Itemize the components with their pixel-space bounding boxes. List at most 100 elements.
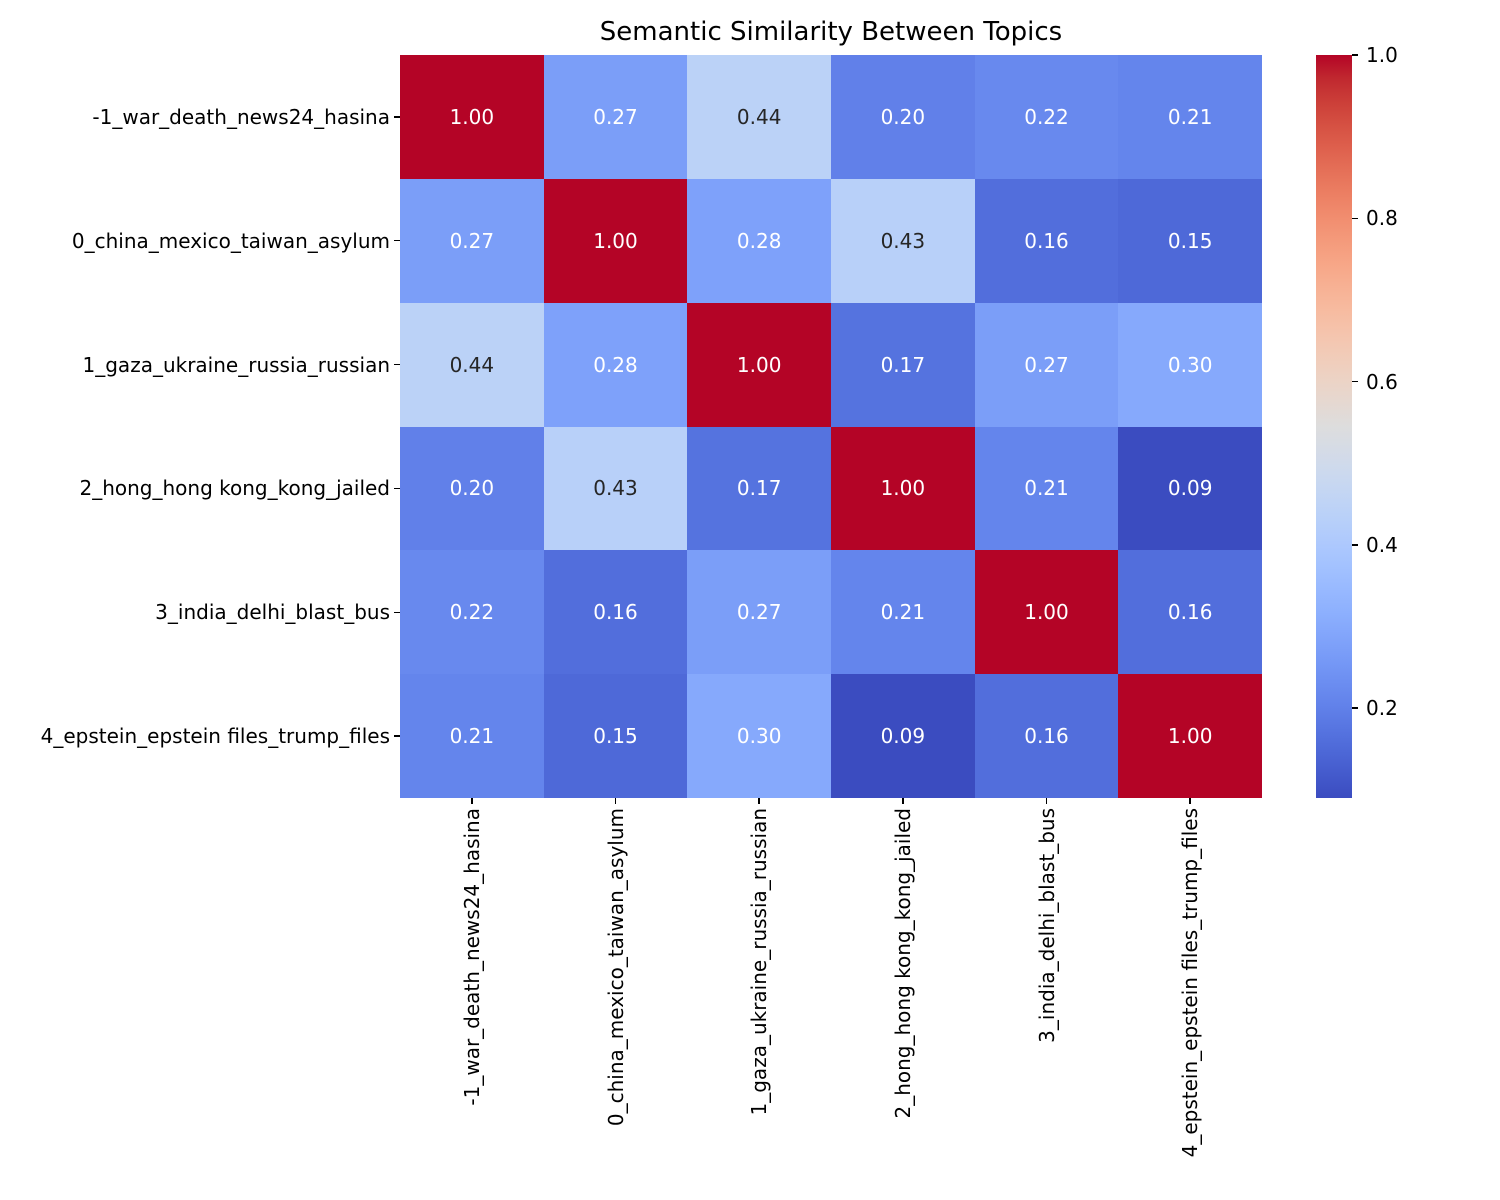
- x-tick-mark: [614, 798, 617, 804]
- heatmap-cell: 0.28: [543, 302, 688, 427]
- cell-value: 0.30: [736, 724, 782, 749]
- cell-value: 0.16: [1167, 600, 1213, 625]
- colorbar-tick-mark: [1352, 544, 1358, 546]
- heatmap-cell: 0.16: [1118, 550, 1262, 675]
- heatmap-cell: 0.27: [400, 178, 544, 303]
- heatmap-cell: 1.00: [1118, 674, 1262, 798]
- heatmap-cell: 1.00: [974, 550, 1119, 675]
- heatmap-cell: 0.28: [687, 178, 831, 303]
- x-tick-label: 3_india_delhi_blast_bus: [1034, 808, 1059, 1043]
- cell-value: 0.27: [593, 104, 638, 129]
- x-tick-mark: [902, 798, 904, 804]
- y-tick-mark: [394, 735, 400, 737]
- heatmap-cell: 0.22: [974, 55, 1119, 179]
- cell-value: 0.09: [880, 724, 926, 749]
- colorbar-tick-mark: [1352, 707, 1358, 709]
- cell-value: 0.30: [1167, 352, 1213, 377]
- colorbar-tick-label: 0.8: [1366, 206, 1398, 231]
- cell-value: 0.43: [880, 228, 926, 253]
- cell-value: 0.15: [1167, 228, 1213, 253]
- heatmap-cell: 0.27: [543, 55, 688, 179]
- cell-value: 0.21: [1024, 476, 1069, 501]
- chart-title: Semantic Similarity Between Topics: [599, 17, 1063, 47]
- heatmap-cell: 0.43: [831, 178, 975, 303]
- heatmap-cell: 0.15: [543, 674, 688, 798]
- cell-value: 0.27: [736, 600, 782, 625]
- cell-value: 0.20: [449, 476, 495, 501]
- cell-value: 0.22: [449, 600, 495, 625]
- y-tick-label: 1_gaza_ukraine_russia_russian: [82, 352, 390, 377]
- cell-value: 0.21: [1167, 104, 1213, 129]
- x-tick-mark: [1045, 798, 1048, 804]
- y-tick-mark: [394, 611, 400, 613]
- colorbar-tick-label: 0.4: [1366, 532, 1398, 557]
- heatmap-cell: 0.16: [974, 674, 1119, 798]
- cell-value: 0.22: [1024, 104, 1069, 129]
- heatmap-cell: 0.17: [831, 302, 975, 427]
- y-tick-mark: [394, 363, 400, 366]
- colorbar: [1316, 55, 1352, 798]
- heatmap-cell: 1.00: [687, 302, 831, 427]
- heatmap-cell: 0.16: [974, 178, 1119, 303]
- heatmap-cell: 0.22: [400, 550, 544, 675]
- colorbar-tick-label: 0.6: [1366, 369, 1398, 394]
- cell-value: 0.20: [880, 104, 926, 129]
- cell-value: 1.00: [1024, 600, 1069, 625]
- colorbar-tick-mark: [1352, 54, 1358, 56]
- cell-value: 0.17: [880, 352, 926, 377]
- y-tick-label: 3_india_delhi_blast_bus: [155, 600, 390, 625]
- colorbar-tick-mark: [1352, 380, 1358, 383]
- colorbar-tick-mark: [1352, 217, 1358, 219]
- y-tick-label: 2_hong_hong kong_kong_jailed: [79, 476, 390, 501]
- x-tick-mark: [1189, 798, 1191, 804]
- cell-value: 0.27: [1024, 352, 1069, 377]
- y-tick-label: 0_china_mexico_taiwan_asylum: [71, 228, 390, 253]
- cell-value: 0.16: [1024, 228, 1069, 253]
- y-tick-mark: [394, 487, 400, 490]
- x-tick-mark: [471, 798, 473, 804]
- heatmap-cell: 0.21: [400, 674, 544, 798]
- cell-value: 0.16: [1024, 724, 1069, 749]
- x-tick-label: 4_epstein_epstein files_trump_files: [1178, 808, 1203, 1158]
- x-tick-label: -1_war_death_news24_hasina: [459, 808, 484, 1106]
- heatmap-cell: 0.09: [831, 674, 975, 798]
- cell-value: 1.00: [880, 476, 926, 501]
- heatmap-cell: 0.20: [400, 426, 544, 551]
- cell-value: 0.43: [593, 476, 638, 501]
- colorbar-tick-label: 0.2: [1366, 696, 1398, 721]
- cell-value: 1.00: [593, 228, 638, 253]
- cell-value: 0.15: [593, 724, 638, 749]
- cell-value: 0.16: [593, 600, 638, 625]
- cell-value: 1.00: [449, 104, 495, 129]
- cell-value: 0.09: [1167, 476, 1213, 501]
- cell-value: 0.27: [449, 228, 495, 253]
- y-tick-mark: [394, 240, 400, 242]
- heatmap-cell: 0.17: [687, 426, 831, 551]
- heatmap-cell: 0.44: [687, 55, 831, 179]
- heatmap-cell: 0.21: [1118, 55, 1262, 179]
- heatmap-cell: 0.43: [543, 426, 688, 551]
- cell-value: 0.21: [880, 600, 926, 625]
- cell-value: 0.28: [593, 352, 638, 377]
- heatmap-cell: 0.20: [831, 55, 975, 179]
- x-tick-label: 2_hong_hong kong_kong_jailed: [890, 808, 915, 1119]
- heatmap-cell: 0.21: [974, 426, 1119, 551]
- colorbar-tick-label: 1.0: [1366, 43, 1398, 67]
- heatmap-cell: 1.00: [831, 426, 975, 551]
- cell-value: 0.44: [736, 104, 782, 129]
- cell-value: 0.21: [449, 724, 495, 749]
- heatmap-cell: 0.15: [1118, 178, 1262, 303]
- x-tick-label: 0_china_mexico_taiwan_asylum: [603, 808, 628, 1127]
- heatmap-cell: 1.00: [543, 178, 688, 303]
- cell-value: 0.44: [449, 352, 495, 377]
- heatmap-cell: 0.09: [1118, 426, 1262, 551]
- cell-value: 0.28: [736, 228, 782, 253]
- heatmap-cell: 0.21: [831, 550, 975, 675]
- heatmap-grid: 1.00 0.27 0.44 0.20 0.22 0.21 0.27 1.00 0.28 0.43…: [400, 55, 1262, 798]
- x-tick-mark: [758, 798, 760, 804]
- y-tick-label: 4_epstein_epstein files_trump_files: [40, 724, 390, 749]
- heatmap-cell: 0.30: [1118, 302, 1262, 427]
- x-tick-label: 1_gaza_ukraine_russia_russian: [747, 808, 772, 1116]
- heatmap-cell: 0.44: [400, 302, 544, 427]
